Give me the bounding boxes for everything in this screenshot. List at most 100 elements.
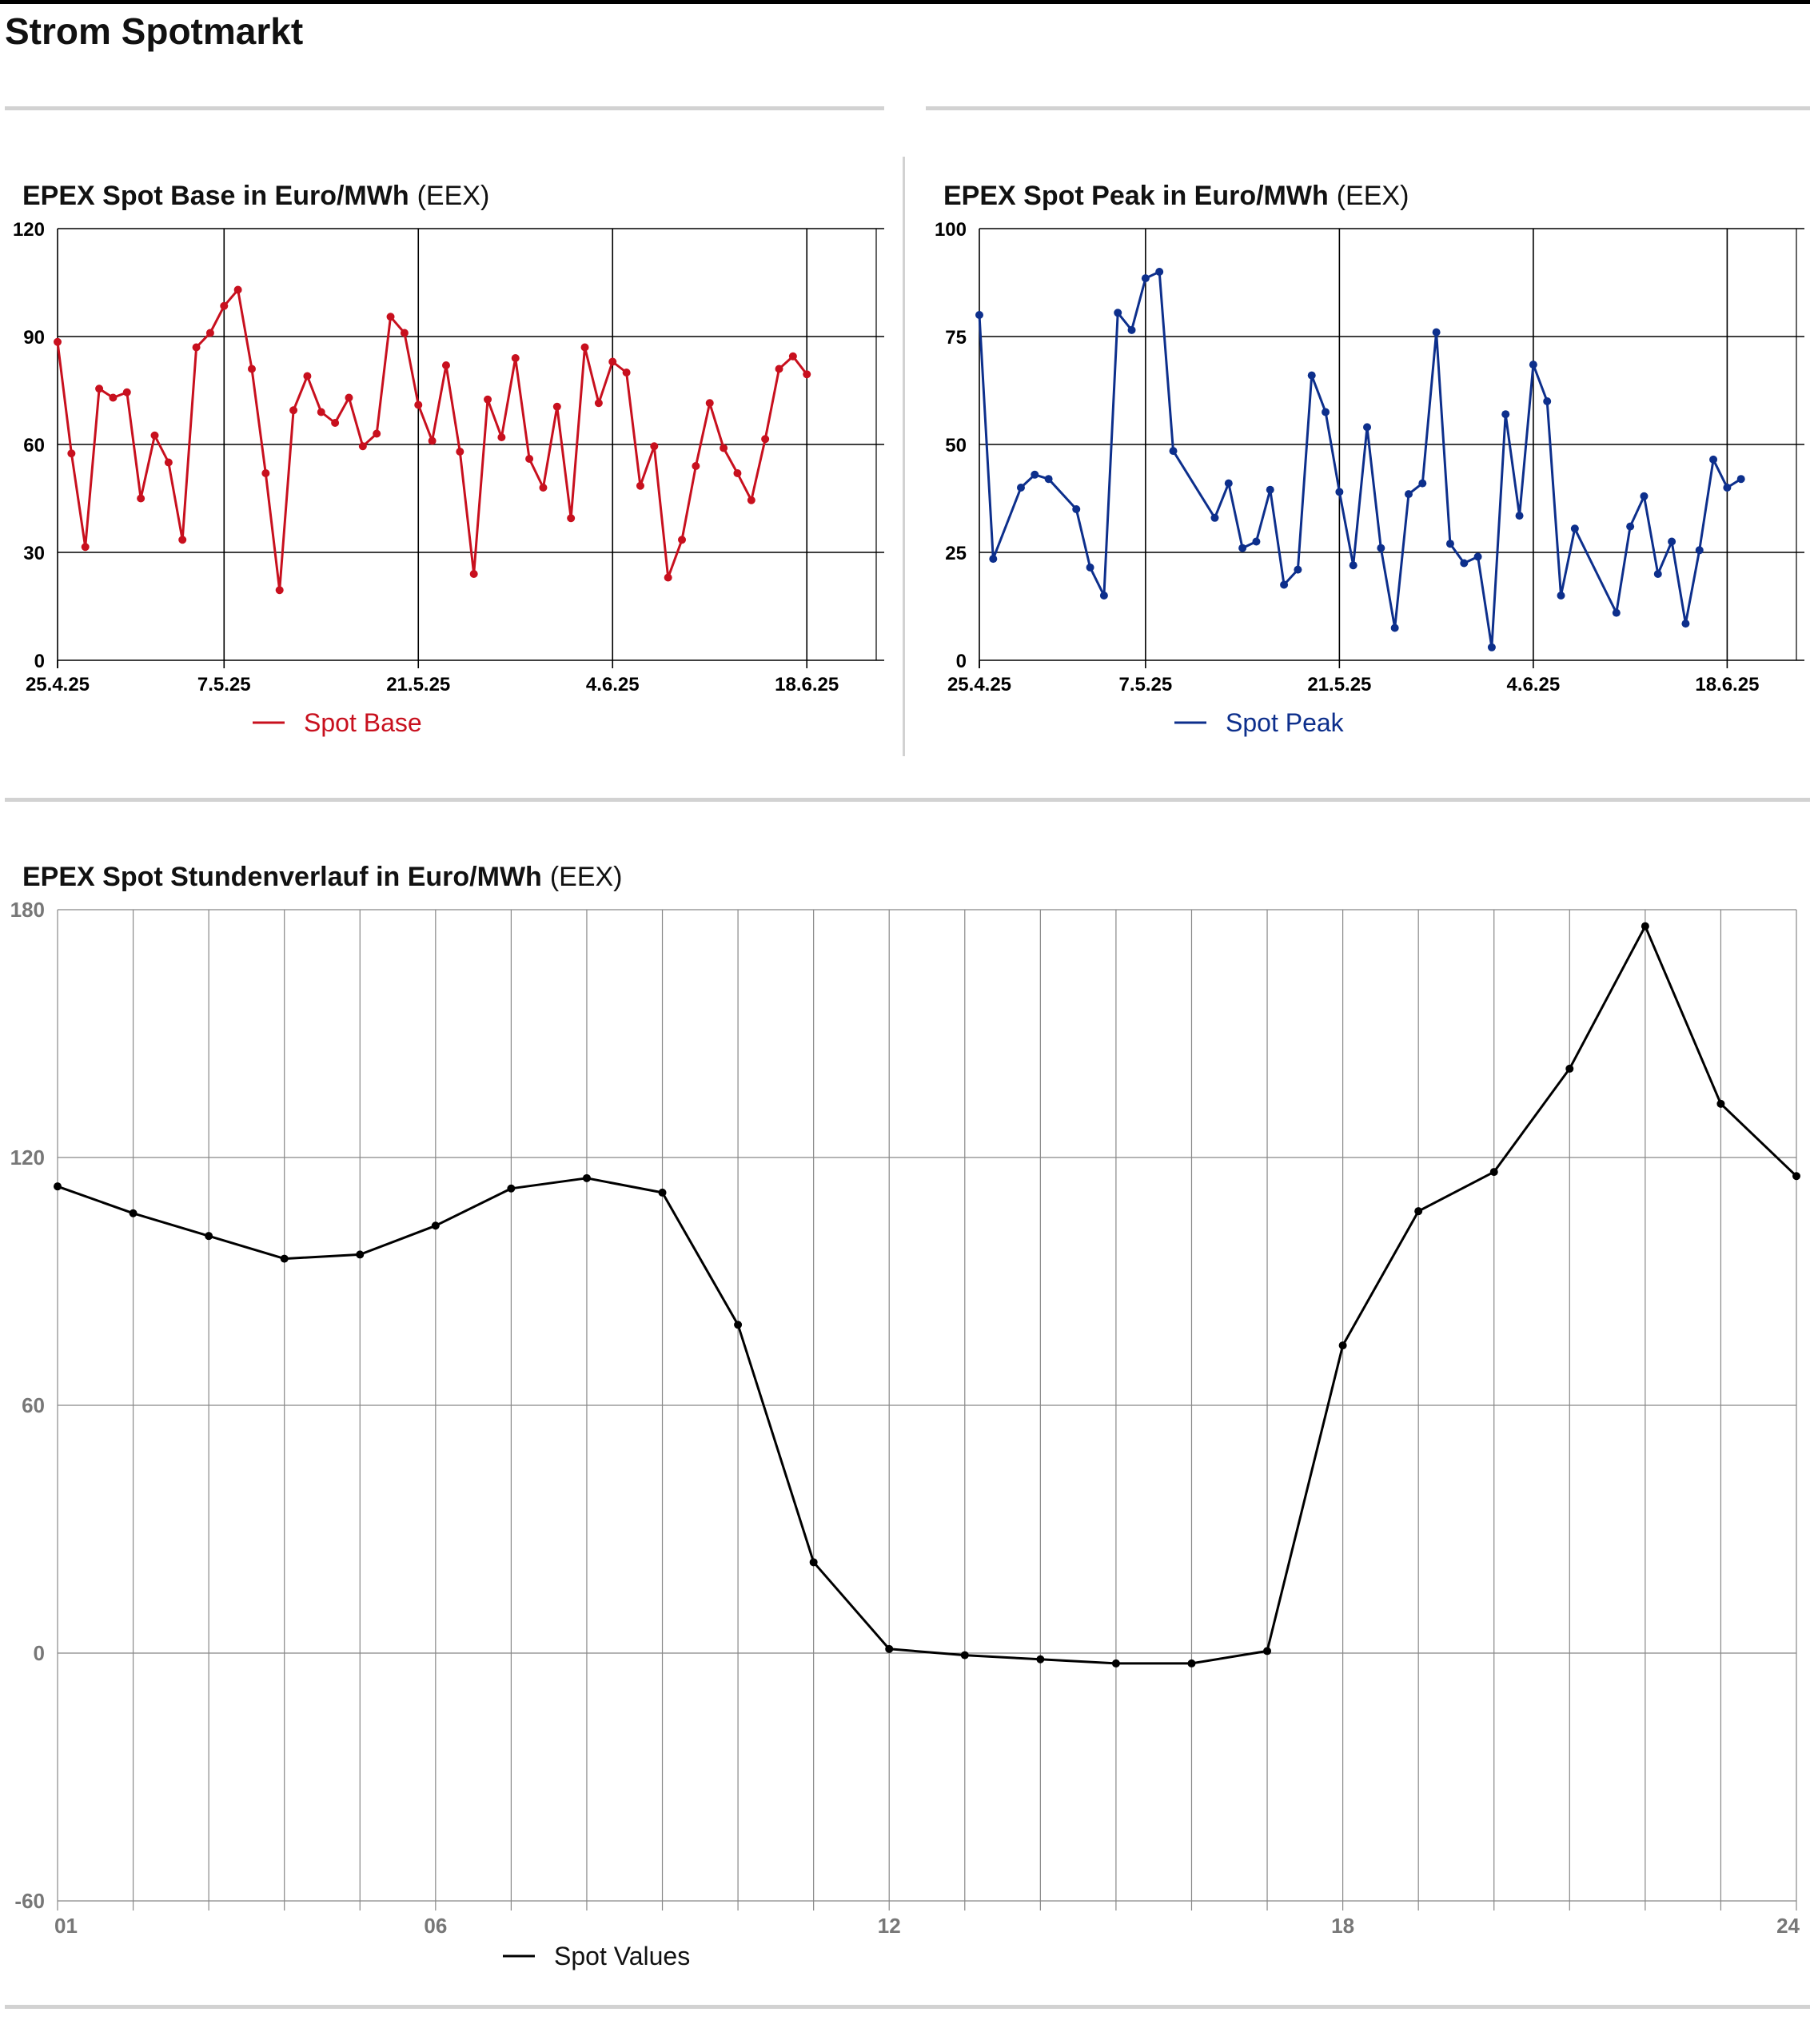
chart2-data-point bbox=[1187, 1659, 1196, 1667]
y-tick-label: 120 bbox=[10, 1146, 45, 1169]
y-tick-label: 25 bbox=[945, 543, 967, 564]
chart2-data-point bbox=[431, 1221, 440, 1230]
chart0-data-point bbox=[441, 361, 450, 369]
chart0-data-point bbox=[275, 586, 284, 595]
chart1-data-point bbox=[1612, 608, 1621, 617]
chart0-data-point bbox=[386, 313, 395, 321]
chart1-data-point bbox=[1141, 274, 1150, 283]
chart2-data-point bbox=[1111, 1659, 1120, 1667]
chart0-data-point bbox=[358, 442, 367, 451]
chart1-data-point bbox=[1322, 408, 1330, 416]
chart-source-hourly: (EEX) bbox=[549, 862, 623, 892]
chart1-data-point bbox=[1169, 447, 1178, 456]
chart1-data-point bbox=[1335, 488, 1344, 496]
chart1-data-point bbox=[1418, 479, 1427, 488]
y-tick-label: 50 bbox=[945, 435, 967, 456]
x-tick-label: 4.6.25 bbox=[586, 674, 640, 695]
chart2-legend-label: Spot Values bbox=[554, 1942, 690, 1970]
chart0-data-point bbox=[678, 536, 687, 544]
chart0-data-point bbox=[205, 329, 214, 337]
chart2-data-point bbox=[1792, 1172, 1800, 1181]
chart2-data-point bbox=[280, 1254, 289, 1263]
y-tick-label: 30 bbox=[23, 543, 45, 564]
chart1-data-point bbox=[1363, 423, 1372, 432]
chart-title-peak: EPEX Spot Peak in Euro/MWh (EEX) bbox=[943, 181, 1409, 212]
chart0-data-point bbox=[247, 365, 256, 373]
y-tick-label: 0 bbox=[956, 651, 967, 672]
y-tick-label: 60 bbox=[22, 1393, 45, 1417]
chart1-data-point bbox=[1252, 537, 1261, 546]
chart1-data-point bbox=[1723, 484, 1732, 492]
chart0-data-point bbox=[317, 408, 325, 416]
chart0-data-point bbox=[303, 372, 312, 381]
chart0-data-point bbox=[261, 469, 270, 477]
chart-title-base: EPEX Spot Base in Euro/MWh (EEX) bbox=[22, 181, 489, 212]
x-tick-label: 18.6.25 bbox=[1695, 674, 1759, 695]
chart0-data-point bbox=[289, 406, 298, 415]
chart0-data-point bbox=[345, 393, 353, 402]
x-tick-label: 7.5.25 bbox=[1118, 674, 1172, 695]
chart1-legend-label: Spot Peak bbox=[1226, 708, 1345, 737]
chart0-data-point bbox=[192, 343, 201, 352]
chart1-data-point bbox=[1099, 592, 1108, 600]
chart2-series-line bbox=[57, 925, 1798, 1665]
chart0-data-point bbox=[664, 573, 672, 582]
x-tick-label: 18.6.25 bbox=[775, 674, 839, 695]
chart0-data-point bbox=[539, 484, 548, 492]
chart0-data-point bbox=[137, 494, 146, 503]
chart0-data-point bbox=[775, 365, 783, 373]
chart2-data-point bbox=[1489, 1168, 1498, 1177]
chart0-data-point bbox=[400, 329, 409, 337]
chart0-data-point bbox=[469, 570, 478, 578]
chart2-data-point bbox=[356, 1250, 365, 1259]
chart1-data-point bbox=[989, 555, 998, 564]
section-divider bbox=[5, 2005, 1810, 2009]
chart2-data-point bbox=[582, 1173, 591, 1182]
chart0-data-point bbox=[747, 496, 755, 504]
chart2-data-point bbox=[734, 1321, 743, 1329]
chart0-data-point bbox=[67, 449, 76, 458]
page-title: Strom Spotmarkt bbox=[5, 10, 304, 52]
x-tick-label: 12 bbox=[878, 1914, 901, 1938]
chart1-data-point bbox=[1377, 544, 1385, 552]
chart0-data-point bbox=[733, 469, 742, 477]
chart1-data-point bbox=[1238, 544, 1247, 552]
chart2-data-point bbox=[1036, 1655, 1045, 1663]
chart-title-hourly-text: EPEX Spot Stundenverlauf in Euro/MWh bbox=[22, 862, 542, 892]
section-divider bbox=[5, 798, 1810, 802]
chart1-data-point bbox=[1668, 537, 1676, 546]
chart0-data-point bbox=[720, 444, 728, 452]
chart-separator bbox=[903, 157, 905, 756]
chart0-data-point bbox=[233, 285, 242, 294]
y-tick-label: 100 bbox=[935, 219, 967, 241]
chart0-data-point bbox=[373, 429, 381, 438]
x-tick-label: 25.4.25 bbox=[26, 674, 90, 695]
chart1-data-point bbox=[1460, 559, 1469, 568]
chart0-data-point bbox=[109, 393, 118, 402]
chart0-data-point bbox=[788, 352, 797, 361]
chart2-data-point bbox=[205, 1232, 213, 1241]
chart2-data-point bbox=[809, 1558, 818, 1567]
chart1-data-point bbox=[1349, 561, 1358, 570]
chart1-data-point bbox=[1280, 580, 1289, 589]
chart0-data-point bbox=[705, 399, 714, 408]
x-tick-label: 01 bbox=[54, 1914, 78, 1938]
chart1-data-point bbox=[1072, 505, 1081, 513]
y-tick-label: 60 bbox=[23, 435, 45, 456]
chart0-data-point bbox=[331, 419, 340, 427]
chart0-data-point bbox=[54, 337, 62, 346]
chart0-data-point bbox=[580, 343, 589, 352]
chart0-data-point bbox=[497, 433, 506, 441]
chart2-data-point bbox=[1565, 1064, 1574, 1073]
chart1-data-point bbox=[1266, 485, 1274, 494]
y-tick-label: 75 bbox=[945, 327, 967, 349]
chart2-data-point bbox=[658, 1188, 667, 1197]
chart1-data-point bbox=[1501, 410, 1510, 419]
chart1-data-point bbox=[1127, 325, 1136, 334]
section-divider bbox=[926, 106, 1810, 110]
chart1-data-point bbox=[1487, 643, 1496, 651]
chart1-data-point bbox=[1515, 512, 1524, 520]
chart1-data-point bbox=[1640, 492, 1649, 500]
chart1-series-line bbox=[978, 270, 1742, 649]
